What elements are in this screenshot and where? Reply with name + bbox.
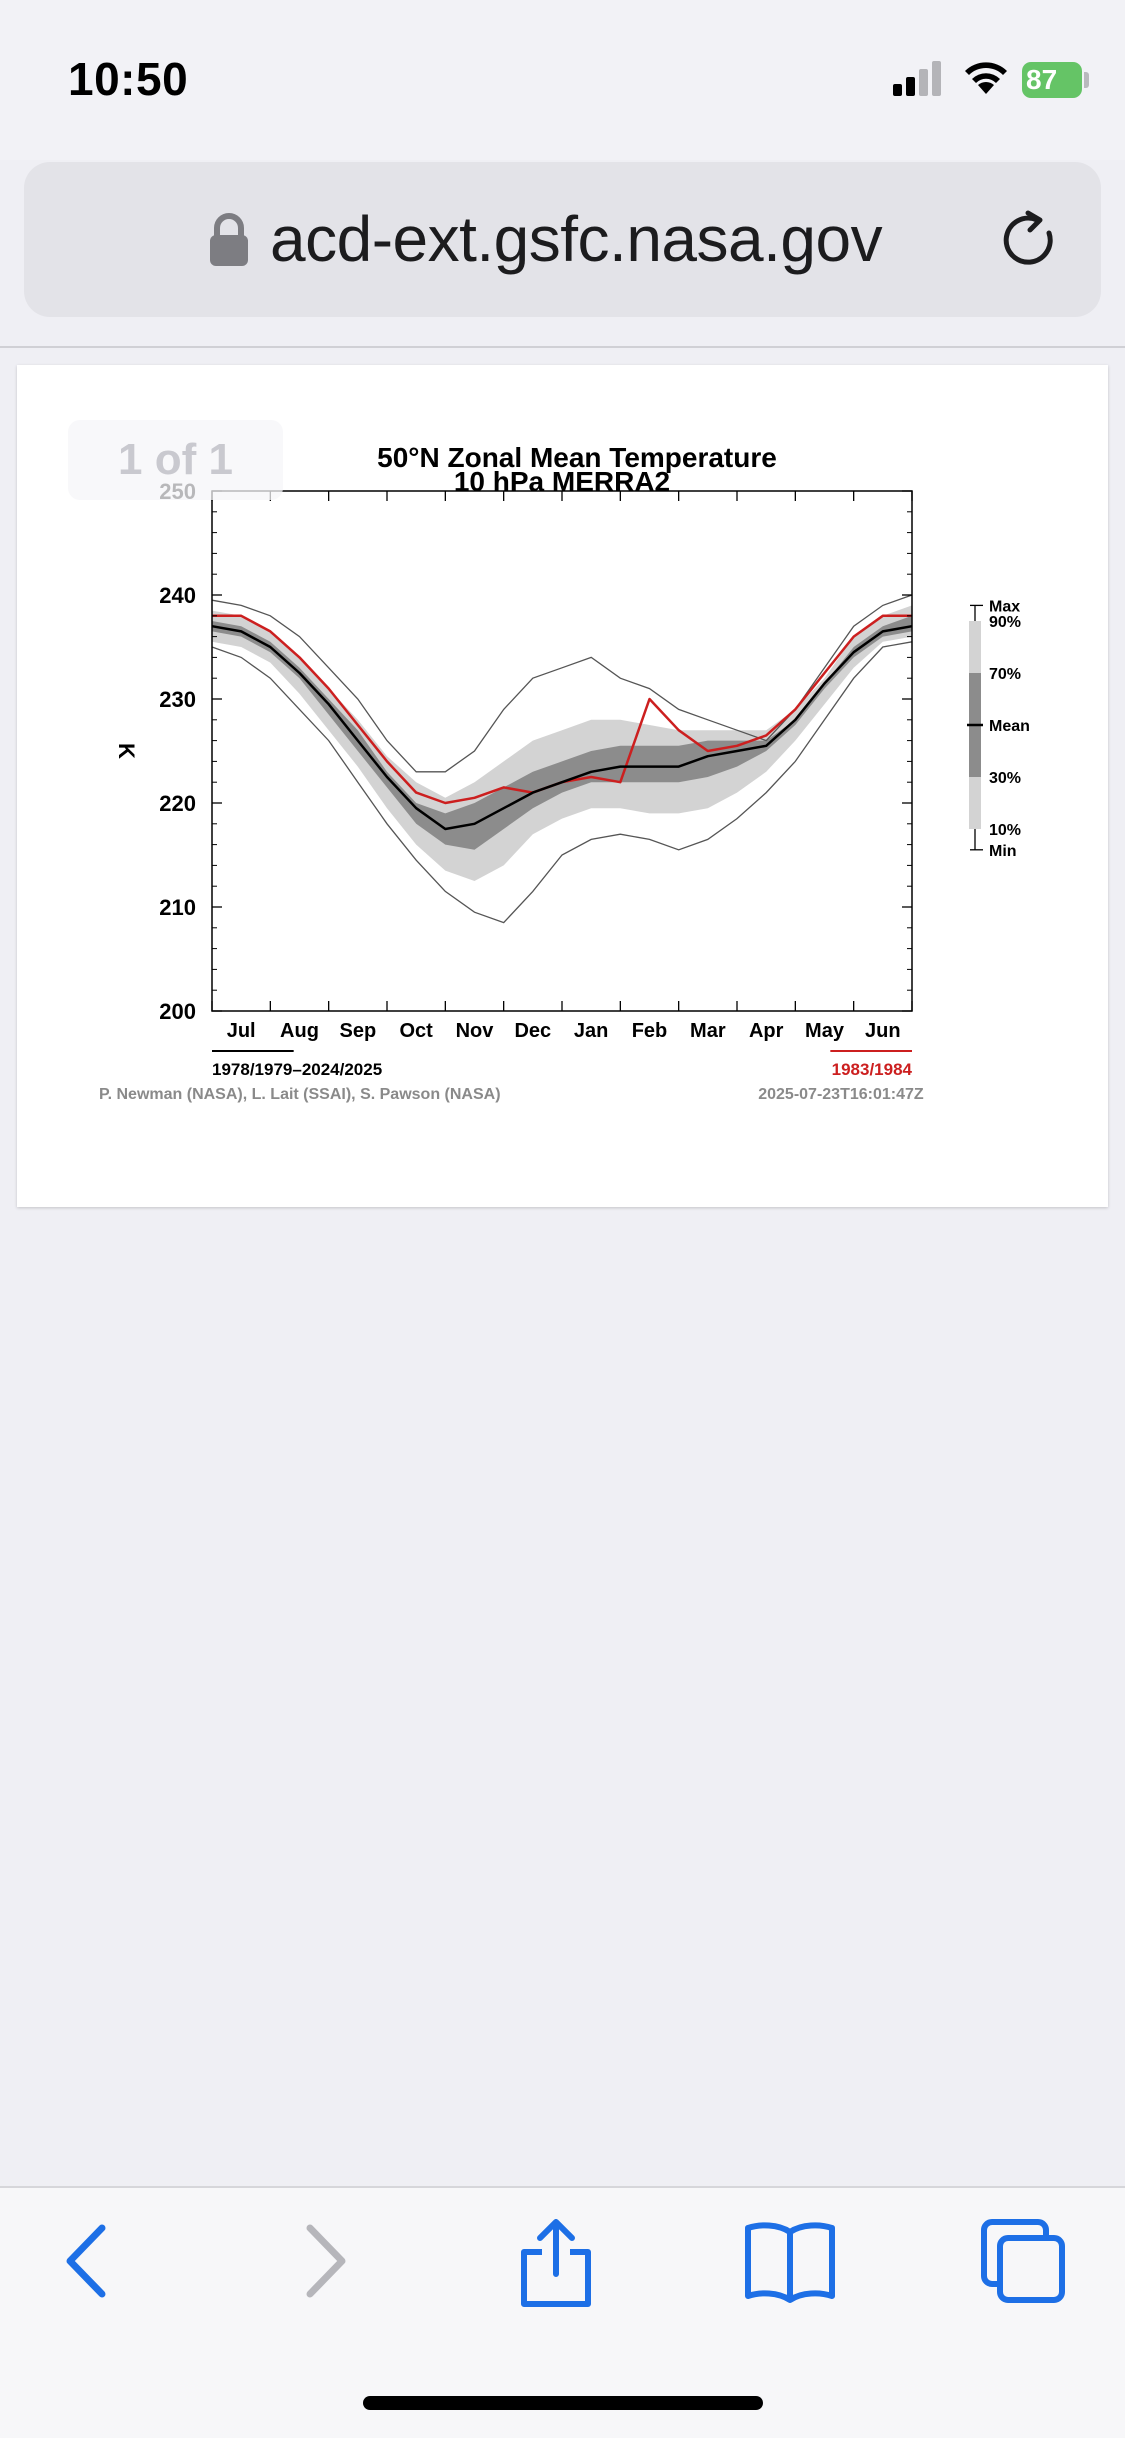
chart-subtitle: 10 hPa MERRA2 [454, 466, 670, 497]
temperature-chart: 200210220230240250JulAugSepOctNovDecJanF… [99, 442, 1030, 1103]
x-tick-label: Aug [280, 1020, 319, 1042]
cellular-signal-icon [893, 61, 941, 96]
x-tick-label: May [805, 1020, 845, 1042]
home-indicator [363, 2396, 763, 2410]
y-tick-label: 220 [159, 791, 196, 816]
legend-label: 10% [989, 822, 1021, 839]
address-bar[interactable] [24, 162, 1101, 317]
x-tick-label: Dec [514, 1020, 551, 1042]
mean-line [211, 624, 913, 831]
timestamp: 2025-07-23T16:01:47Z [758, 1086, 924, 1103]
legend-label: 70% [989, 666, 1021, 683]
status-bar: 10:50 87 [0, 0, 1125, 160]
legend-label: 30% [989, 770, 1021, 787]
y-tick-label: 230 [159, 687, 196, 712]
y-tick-label: 200 [159, 999, 196, 1024]
lock-icon [210, 213, 248, 266]
band-10-90 [212, 605, 912, 881]
status-time: 10:50 [68, 53, 189, 105]
address-url[interactable]: acd-ext.gsfc.nasa.gov [270, 203, 883, 275]
battery-cap [1084, 72, 1089, 88]
y-tick-label: 240 [159, 583, 196, 608]
chart-title: 50°N Zonal Mean Temperature [377, 442, 777, 473]
x-tick-label: Mar [690, 1020, 726, 1042]
forward-icon[interactable] [298, 2216, 354, 2306]
legend-label: 90% [989, 614, 1021, 631]
min-line [211, 641, 913, 924]
divider [0, 346, 1125, 348]
credits: P. Newman (NASA), L. Lait (SSAI), S. Paw… [99, 1086, 501, 1103]
bookmarks-icon[interactable] [742, 2216, 838, 2306]
legend-label: Max [989, 598, 1020, 615]
legend-label: Mean [989, 718, 1030, 735]
reload-icon[interactable] [997, 207, 1065, 275]
page-indicator: 1 of 1 [68, 420, 283, 500]
wifi-icon [965, 62, 1007, 94]
x-tick-label: Oct [399, 1020, 433, 1042]
back-icon[interactable] [58, 2216, 114, 2306]
x-tick-label: Jan [574, 1020, 608, 1042]
highlight-label: 1983/1984 [832, 1060, 913, 1079]
y-tick-label: 210 [159, 895, 196, 920]
share-icon[interactable] [516, 2216, 596, 2310]
y-axis-label: K [114, 743, 139, 759]
battery-icon: 87 [1022, 62, 1082, 98]
image-card: 200210220230240250JulAugSepOctNovDecJanF… [17, 365, 1108, 1207]
x-tick-label: Apr [749, 1020, 784, 1042]
legend-label: Min [989, 843, 1017, 860]
x-tick-label: Jun [865, 1020, 901, 1042]
x-tick-label: Nov [456, 1020, 495, 1042]
x-tick-label: Jul [227, 1020, 256, 1042]
tabs-icon[interactable] [980, 2216, 1068, 2306]
x-tick-label: Sep [339, 1020, 376, 1042]
x-tick-label: Feb [632, 1020, 668, 1042]
range-label: 1978/1979–2024/2025 [212, 1060, 382, 1079]
